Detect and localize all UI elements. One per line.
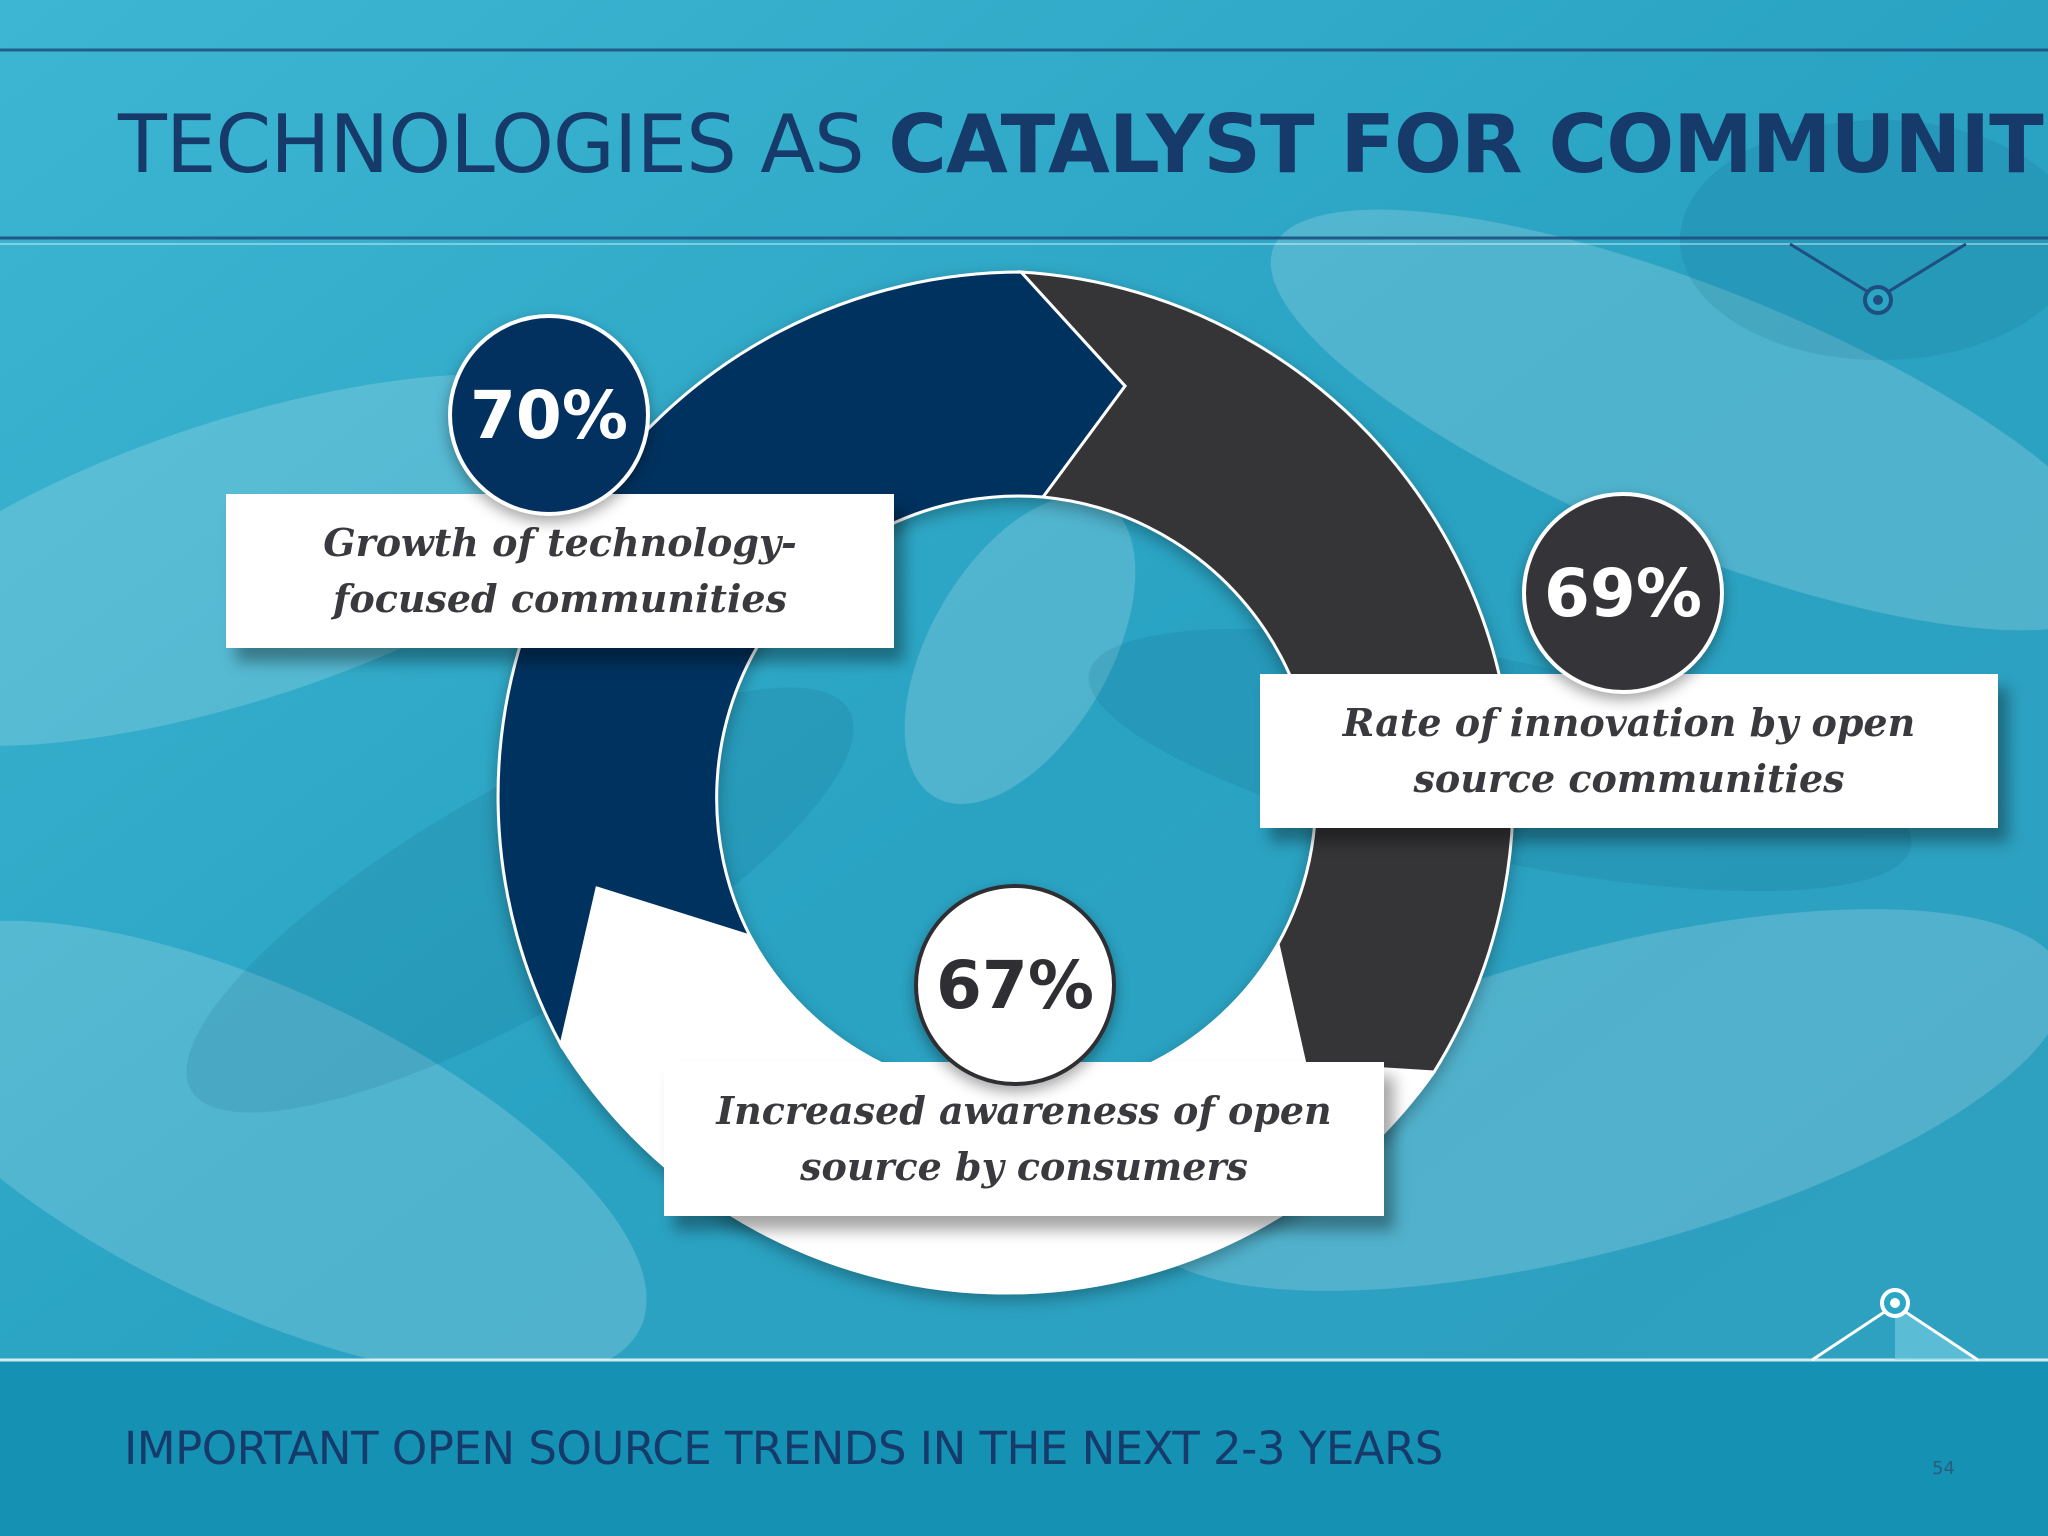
label-line: source communities <box>1413 756 1845 801</box>
label-line: focused communities <box>333 576 787 621</box>
footer-subtitle: IMPORTANT OPEN SOURCE TRENDS IN THE NEXT… <box>124 1422 1443 1475</box>
percent-badge-67: 67% <box>914 884 1116 1086</box>
donut-segment-navy <box>496 270 1127 1050</box>
percent-badge-70: 70% <box>448 314 650 516</box>
label-growth-communities: Growth of technology- focused communitie… <box>226 494 894 648</box>
page-number: 54 <box>1932 1458 1955 1479</box>
label-consumer-awareness: Increased awareness of open source by co… <box>664 1062 1384 1216</box>
label-line: Rate of innovation by open <box>1342 700 1916 745</box>
label-innovation-rate: Rate of innovation by open source commun… <box>1260 674 1998 828</box>
slide-title: TECHNOLOGIES AS CATALYST FOR COMMUNITIES <box>118 98 2048 191</box>
percent-badge-69: 69% <box>1522 492 1724 694</box>
donut-segment-dark <box>1017 270 1515 1074</box>
label-line: Growth of technology- <box>323 520 797 565</box>
label-line: source by consumers <box>800 1144 1248 1189</box>
label-line: Increased awareness of open <box>716 1088 1332 1133</box>
